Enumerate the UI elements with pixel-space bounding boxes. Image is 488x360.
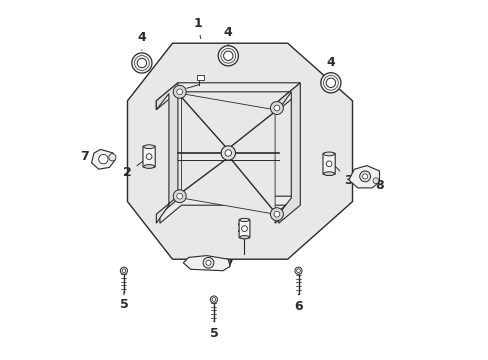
Text: 2: 2 [123,158,146,179]
Circle shape [137,58,146,68]
Circle shape [241,226,247,231]
Polygon shape [156,83,300,110]
Text: 3: 3 [334,166,352,186]
Circle shape [221,146,235,160]
Circle shape [224,150,231,156]
Circle shape [173,190,186,203]
Circle shape [320,73,340,93]
Circle shape [372,178,378,184]
Circle shape [146,154,152,159]
Circle shape [273,211,279,217]
Circle shape [173,85,186,98]
Polygon shape [278,83,300,223]
Ellipse shape [239,235,249,239]
Circle shape [210,296,217,303]
Text: 4: 4 [137,31,146,50]
Circle shape [270,102,283,114]
Circle shape [325,161,331,167]
Circle shape [205,260,211,265]
Polygon shape [348,166,379,188]
Circle shape [122,269,125,273]
Circle shape [218,46,238,66]
Bar [196,75,203,80]
FancyBboxPatch shape [239,219,249,238]
Circle shape [359,171,370,182]
Circle shape [294,267,302,274]
Circle shape [223,51,232,60]
Ellipse shape [143,165,154,168]
Text: 5: 5 [209,321,218,340]
Text: 8: 8 [368,179,383,192]
Polygon shape [181,94,275,214]
Circle shape [132,53,152,73]
Polygon shape [91,149,115,169]
Circle shape [177,89,182,95]
Circle shape [362,174,367,179]
Circle shape [177,193,182,199]
Ellipse shape [143,145,154,149]
Circle shape [270,208,283,221]
Text: 6: 6 [294,294,302,313]
Text: 5: 5 [119,292,128,311]
FancyBboxPatch shape [142,146,155,167]
Polygon shape [156,83,178,223]
FancyBboxPatch shape [322,153,335,174]
Circle shape [203,257,213,268]
Polygon shape [183,256,230,271]
Circle shape [296,269,300,273]
Text: 7: 7 [211,258,232,271]
Circle shape [273,105,279,111]
Text: 1: 1 [193,17,202,39]
Circle shape [99,154,108,164]
Circle shape [108,154,116,161]
Ellipse shape [323,172,334,176]
Text: 7: 7 [80,150,94,163]
Ellipse shape [239,218,249,222]
Ellipse shape [323,152,334,156]
Circle shape [325,78,335,87]
Circle shape [212,298,215,301]
Polygon shape [160,196,296,223]
Text: 2: 2 [236,222,245,235]
Circle shape [120,267,127,274]
Polygon shape [127,43,352,259]
Text: 4: 4 [326,57,335,73]
Text: 4: 4 [224,26,232,46]
